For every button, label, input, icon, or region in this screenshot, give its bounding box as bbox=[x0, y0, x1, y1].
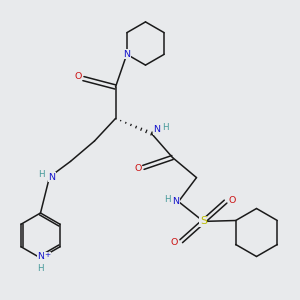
Text: +: + bbox=[44, 252, 50, 258]
Text: H: H bbox=[38, 169, 44, 178]
Text: H: H bbox=[163, 123, 169, 132]
Text: N: N bbox=[123, 50, 130, 59]
Text: S: S bbox=[200, 216, 207, 226]
Text: N: N bbox=[37, 252, 44, 261]
Text: N: N bbox=[172, 197, 180, 206]
Text: O: O bbox=[229, 196, 236, 205]
Text: H: H bbox=[37, 264, 44, 273]
Text: O: O bbox=[171, 238, 178, 247]
Text: N: N bbox=[153, 125, 161, 134]
Text: O: O bbox=[134, 164, 142, 173]
Text: N: N bbox=[48, 172, 56, 182]
Text: O: O bbox=[74, 72, 82, 81]
Text: H: H bbox=[164, 195, 170, 204]
